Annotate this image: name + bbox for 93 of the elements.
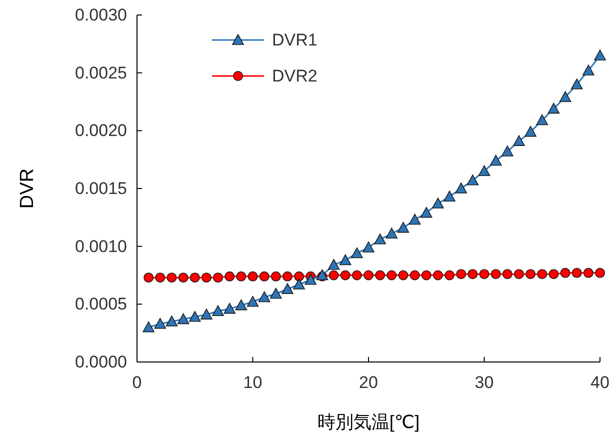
point [294, 271, 304, 282]
point [259, 271, 270, 282]
point [455, 182, 467, 194]
point [212, 305, 224, 316]
point [410, 270, 420, 280]
point [560, 268, 570, 278]
x-axis-title: 時別気温[℃] [317, 412, 420, 432]
point [374, 233, 386, 244]
point [559, 91, 572, 102]
point [236, 271, 246, 282]
y-tick-label: 0.0020 [75, 121, 127, 140]
point [548, 102, 560, 114]
point [213, 272, 224, 283]
point [386, 228, 398, 239]
x-tick-label: 20 [359, 373, 378, 392]
point [200, 308, 212, 320]
point [362, 242, 374, 252]
point [188, 310, 201, 322]
y-axis-title: DVR [17, 168, 38, 209]
point [513, 135, 525, 146]
point [144, 272, 154, 283]
point [583, 268, 594, 278]
point [536, 114, 548, 126]
point [282, 283, 294, 294]
point [293, 278, 305, 290]
point [421, 270, 432, 280]
point [282, 271, 292, 282]
point [248, 271, 258, 282]
point [432, 198, 444, 208]
point [351, 247, 363, 258]
legend-label: DVR2 [272, 66, 318, 86]
point [270, 271, 281, 282]
point [514, 269, 524, 280]
point [155, 272, 166, 283]
point [328, 258, 340, 270]
point [166, 272, 177, 283]
point [420, 206, 432, 218]
y-tick-label: 0.0015 [75, 179, 127, 198]
point [142, 321, 154, 332]
point [328, 270, 339, 280]
point [526, 269, 536, 280]
x-tick-label: 10 [243, 373, 262, 392]
y-tick-label: 0.0025 [75, 63, 127, 82]
point [270, 288, 282, 299]
point [364, 270, 374, 280]
x-tick-label: 0 [132, 373, 142, 392]
point [548, 269, 559, 280]
point [490, 269, 501, 280]
point [224, 271, 235, 282]
point [340, 270, 350, 280]
point [582, 64, 594, 76]
point [572, 268, 582, 278]
point [594, 50, 606, 60]
point [468, 269, 478, 280]
point [201, 272, 212, 283]
point [456, 269, 466, 280]
point [570, 78, 583, 90]
point [386, 270, 397, 280]
point [444, 190, 456, 202]
point [235, 299, 248, 310]
point [432, 270, 443, 280]
point [246, 296, 259, 307]
point [304, 274, 317, 285]
point [397, 222, 410, 233]
point [178, 272, 188, 283]
x-tick-label: 40 [590, 373, 610, 392]
point [398, 270, 408, 280]
y-tick-label: 0.0005 [75, 294, 127, 314]
point [595, 268, 605, 278]
legend-label: DVR1 [272, 30, 318, 50]
point [375, 270, 386, 280]
point [478, 165, 490, 176]
y-tick-label: 0.0010 [75, 236, 127, 256]
point [177, 313, 190, 324]
point [190, 272, 200, 283]
point [537, 269, 548, 280]
point [258, 291, 270, 302]
y-tick-label: 0.0000 [75, 352, 127, 372]
point [166, 316, 178, 326]
point [154, 318, 166, 329]
point [224, 302, 236, 314]
point [339, 254, 352, 266]
point [490, 154, 502, 166]
point [444, 270, 455, 280]
point [466, 174, 479, 186]
point [352, 270, 362, 280]
y-tick-label: 0.0030 [75, 6, 127, 24]
point [408, 214, 421, 225]
point [524, 126, 536, 137]
x-tick-label: 30 [474, 373, 494, 392]
point [502, 269, 512, 280]
point [502, 146, 514, 156]
point [479, 269, 490, 280]
